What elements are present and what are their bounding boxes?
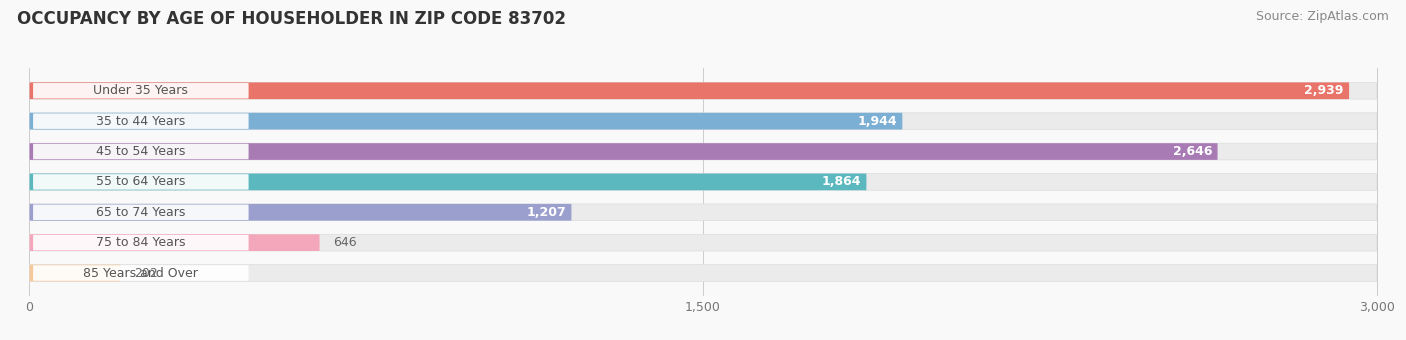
FancyBboxPatch shape <box>30 265 1376 282</box>
Text: 85 Years and Over: 85 Years and Over <box>83 267 198 279</box>
FancyBboxPatch shape <box>34 83 249 99</box>
FancyBboxPatch shape <box>30 143 1376 160</box>
FancyBboxPatch shape <box>34 235 249 250</box>
Text: 646: 646 <box>333 236 357 249</box>
FancyBboxPatch shape <box>34 114 249 129</box>
Text: 1,944: 1,944 <box>858 115 897 128</box>
Text: Source: ZipAtlas.com: Source: ZipAtlas.com <box>1256 10 1389 23</box>
FancyBboxPatch shape <box>30 204 571 221</box>
Text: 45 to 54 Years: 45 to 54 Years <box>96 145 186 158</box>
Text: 202: 202 <box>134 267 157 279</box>
FancyBboxPatch shape <box>34 174 249 190</box>
Text: 1,207: 1,207 <box>526 206 567 219</box>
FancyBboxPatch shape <box>30 113 1376 130</box>
FancyBboxPatch shape <box>30 173 866 190</box>
FancyBboxPatch shape <box>30 113 903 130</box>
FancyBboxPatch shape <box>30 82 1376 99</box>
FancyBboxPatch shape <box>30 173 1376 190</box>
Text: 55 to 64 Years: 55 to 64 Years <box>96 175 186 188</box>
Text: 2,646: 2,646 <box>1173 145 1212 158</box>
FancyBboxPatch shape <box>30 204 1376 221</box>
FancyBboxPatch shape <box>34 144 249 159</box>
FancyBboxPatch shape <box>34 205 249 220</box>
Text: Under 35 Years: Under 35 Years <box>93 84 188 97</box>
FancyBboxPatch shape <box>30 265 120 282</box>
FancyBboxPatch shape <box>30 234 319 251</box>
FancyBboxPatch shape <box>30 143 1218 160</box>
Text: 75 to 84 Years: 75 to 84 Years <box>96 236 186 249</box>
Text: 1,864: 1,864 <box>821 175 860 188</box>
Text: OCCUPANCY BY AGE OF HOUSEHOLDER IN ZIP CODE 83702: OCCUPANCY BY AGE OF HOUSEHOLDER IN ZIP C… <box>17 10 565 28</box>
FancyBboxPatch shape <box>34 265 249 281</box>
FancyBboxPatch shape <box>30 82 1350 99</box>
Text: 35 to 44 Years: 35 to 44 Years <box>96 115 186 128</box>
Text: 2,939: 2,939 <box>1305 84 1344 97</box>
Text: 65 to 74 Years: 65 to 74 Years <box>96 206 186 219</box>
FancyBboxPatch shape <box>30 234 1376 251</box>
